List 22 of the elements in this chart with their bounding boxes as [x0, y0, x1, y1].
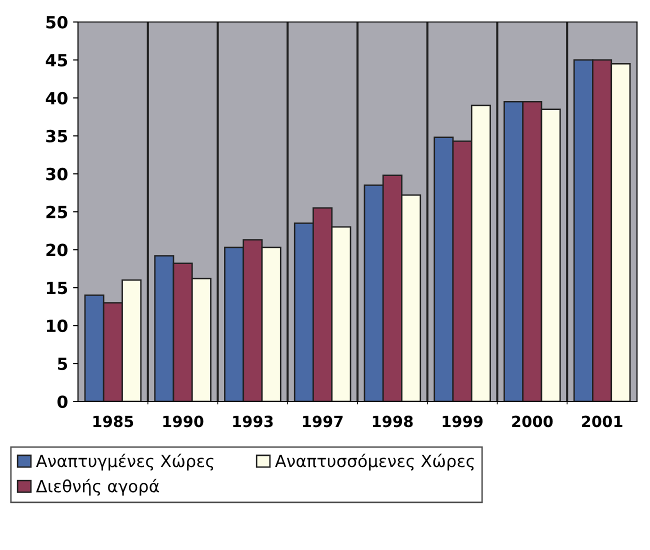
y-tick-label: 50: [46, 16, 68, 29]
x-tick-label: 1990: [163, 416, 204, 428]
y-tick-label: 25: [46, 206, 68, 218]
y-tick-label: 35: [46, 130, 68, 142]
y-tick-label: 40: [46, 92, 68, 104]
y-tick-label: 5: [58, 358, 68, 370]
legend-label: Διεθνής αγορά: [36, 478, 159, 496]
x-tick-label: 1997: [303, 416, 343, 428]
x-tick-label: 1993: [233, 416, 273, 428]
x-tick-label: 2001: [582, 416, 622, 428]
y-tick-label: 10: [46, 320, 68, 332]
x-tick-label: 1999: [442, 416, 483, 428]
x-tick-label: 2000: [512, 416, 553, 428]
legend-label: Αναπτυγμένες Χώρες: [36, 454, 214, 471]
y-tick-label: 0: [57, 395, 68, 408]
x-tick-label: 1998: [372, 416, 413, 428]
x-tick-label: 1985: [93, 416, 134, 428]
y-tick-label: 45: [46, 54, 68, 67]
y-tick-label: 15: [46, 282, 68, 294]
y-tick-label: 20: [46, 244, 68, 256]
y-tick-label: 30: [46, 168, 68, 180]
legend-label: Αναπτυσσόμενες Χώρες: [275, 454, 474, 471]
